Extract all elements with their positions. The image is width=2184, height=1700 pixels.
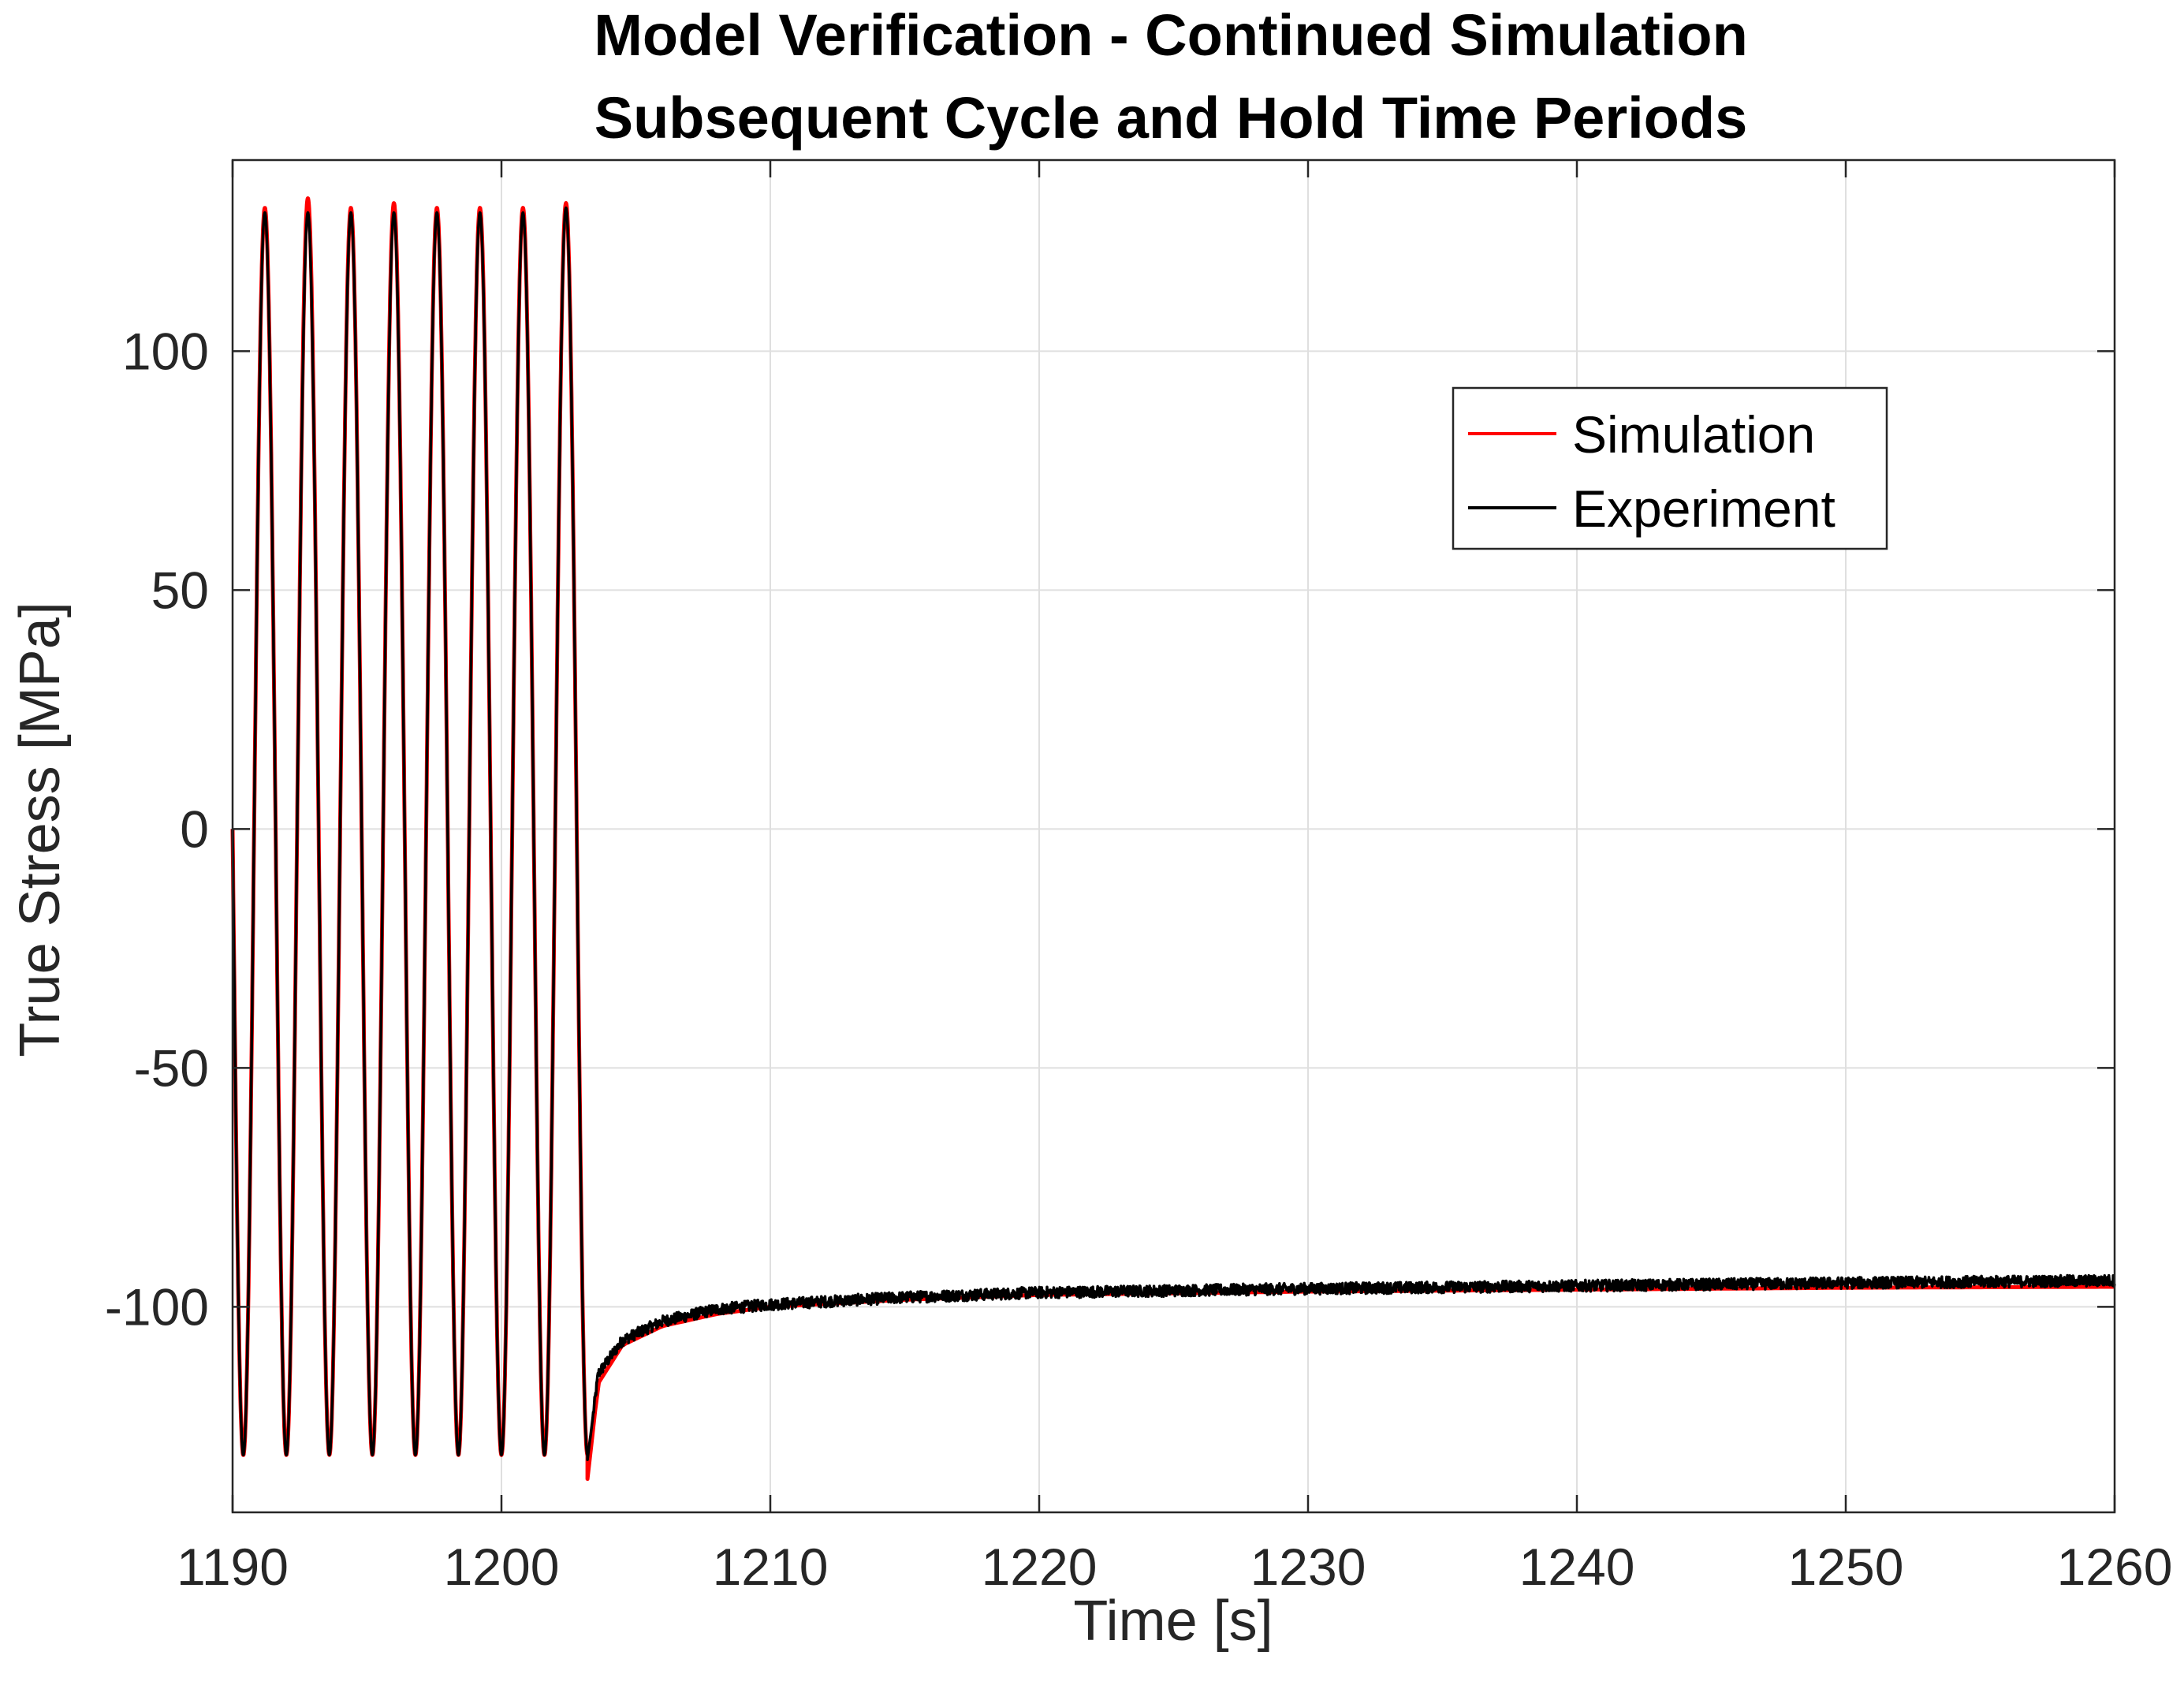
legend-box	[1452, 386, 1888, 550]
series-experiment-line	[231, 206, 2116, 1462]
x-axis-ticks: 1190 1200 1210 1220 1230 1240 1250 1260	[177, 160, 2172, 1596]
x-tick-label: 1200	[444, 1538, 560, 1596]
x-tick-label: 1250	[1788, 1538, 1904, 1596]
x-tick-label: 1260	[2057, 1538, 2173, 1596]
axes-box	[231, 158, 2116, 1514]
chart-title-line-1: Model Verification - Continued Simulatio…	[594, 2, 1748, 68]
y-tick-label: -100	[105, 1277, 209, 1336]
chart-title-line-2: Subsequent Cycle and Hold Time Periods	[594, 85, 1748, 151]
legend-experiment-label: Experiment	[1572, 479, 1836, 538]
x-tick-label: 1240	[1519, 1538, 1635, 1596]
y-axis-ticks: -100 -50 0 50 100	[105, 322, 2115, 1336]
x-tick-label: 1220	[982, 1538, 1098, 1596]
legend-simulation-label: Simulation	[1572, 405, 1815, 464]
plot-area	[230, 196, 2116, 1482]
x-axis-label: Time [s]	[1073, 1590, 1273, 1653]
y-tick-label: -50	[134, 1038, 209, 1097]
x-tick-label: 1230	[1250, 1538, 1366, 1596]
x-tick-label: 1190	[177, 1538, 289, 1596]
y-tick-label: 0	[180, 800, 209, 858]
legend: Simulation Experiment	[1452, 386, 1888, 550]
y-tick-label: 50	[151, 561, 209, 619]
axes	[231, 158, 2116, 1514]
y-axis-label: True Stress [MPa]	[9, 602, 72, 1057]
y-tick-label: 100	[122, 322, 209, 380]
x-tick-label: 1210	[713, 1538, 829, 1596]
